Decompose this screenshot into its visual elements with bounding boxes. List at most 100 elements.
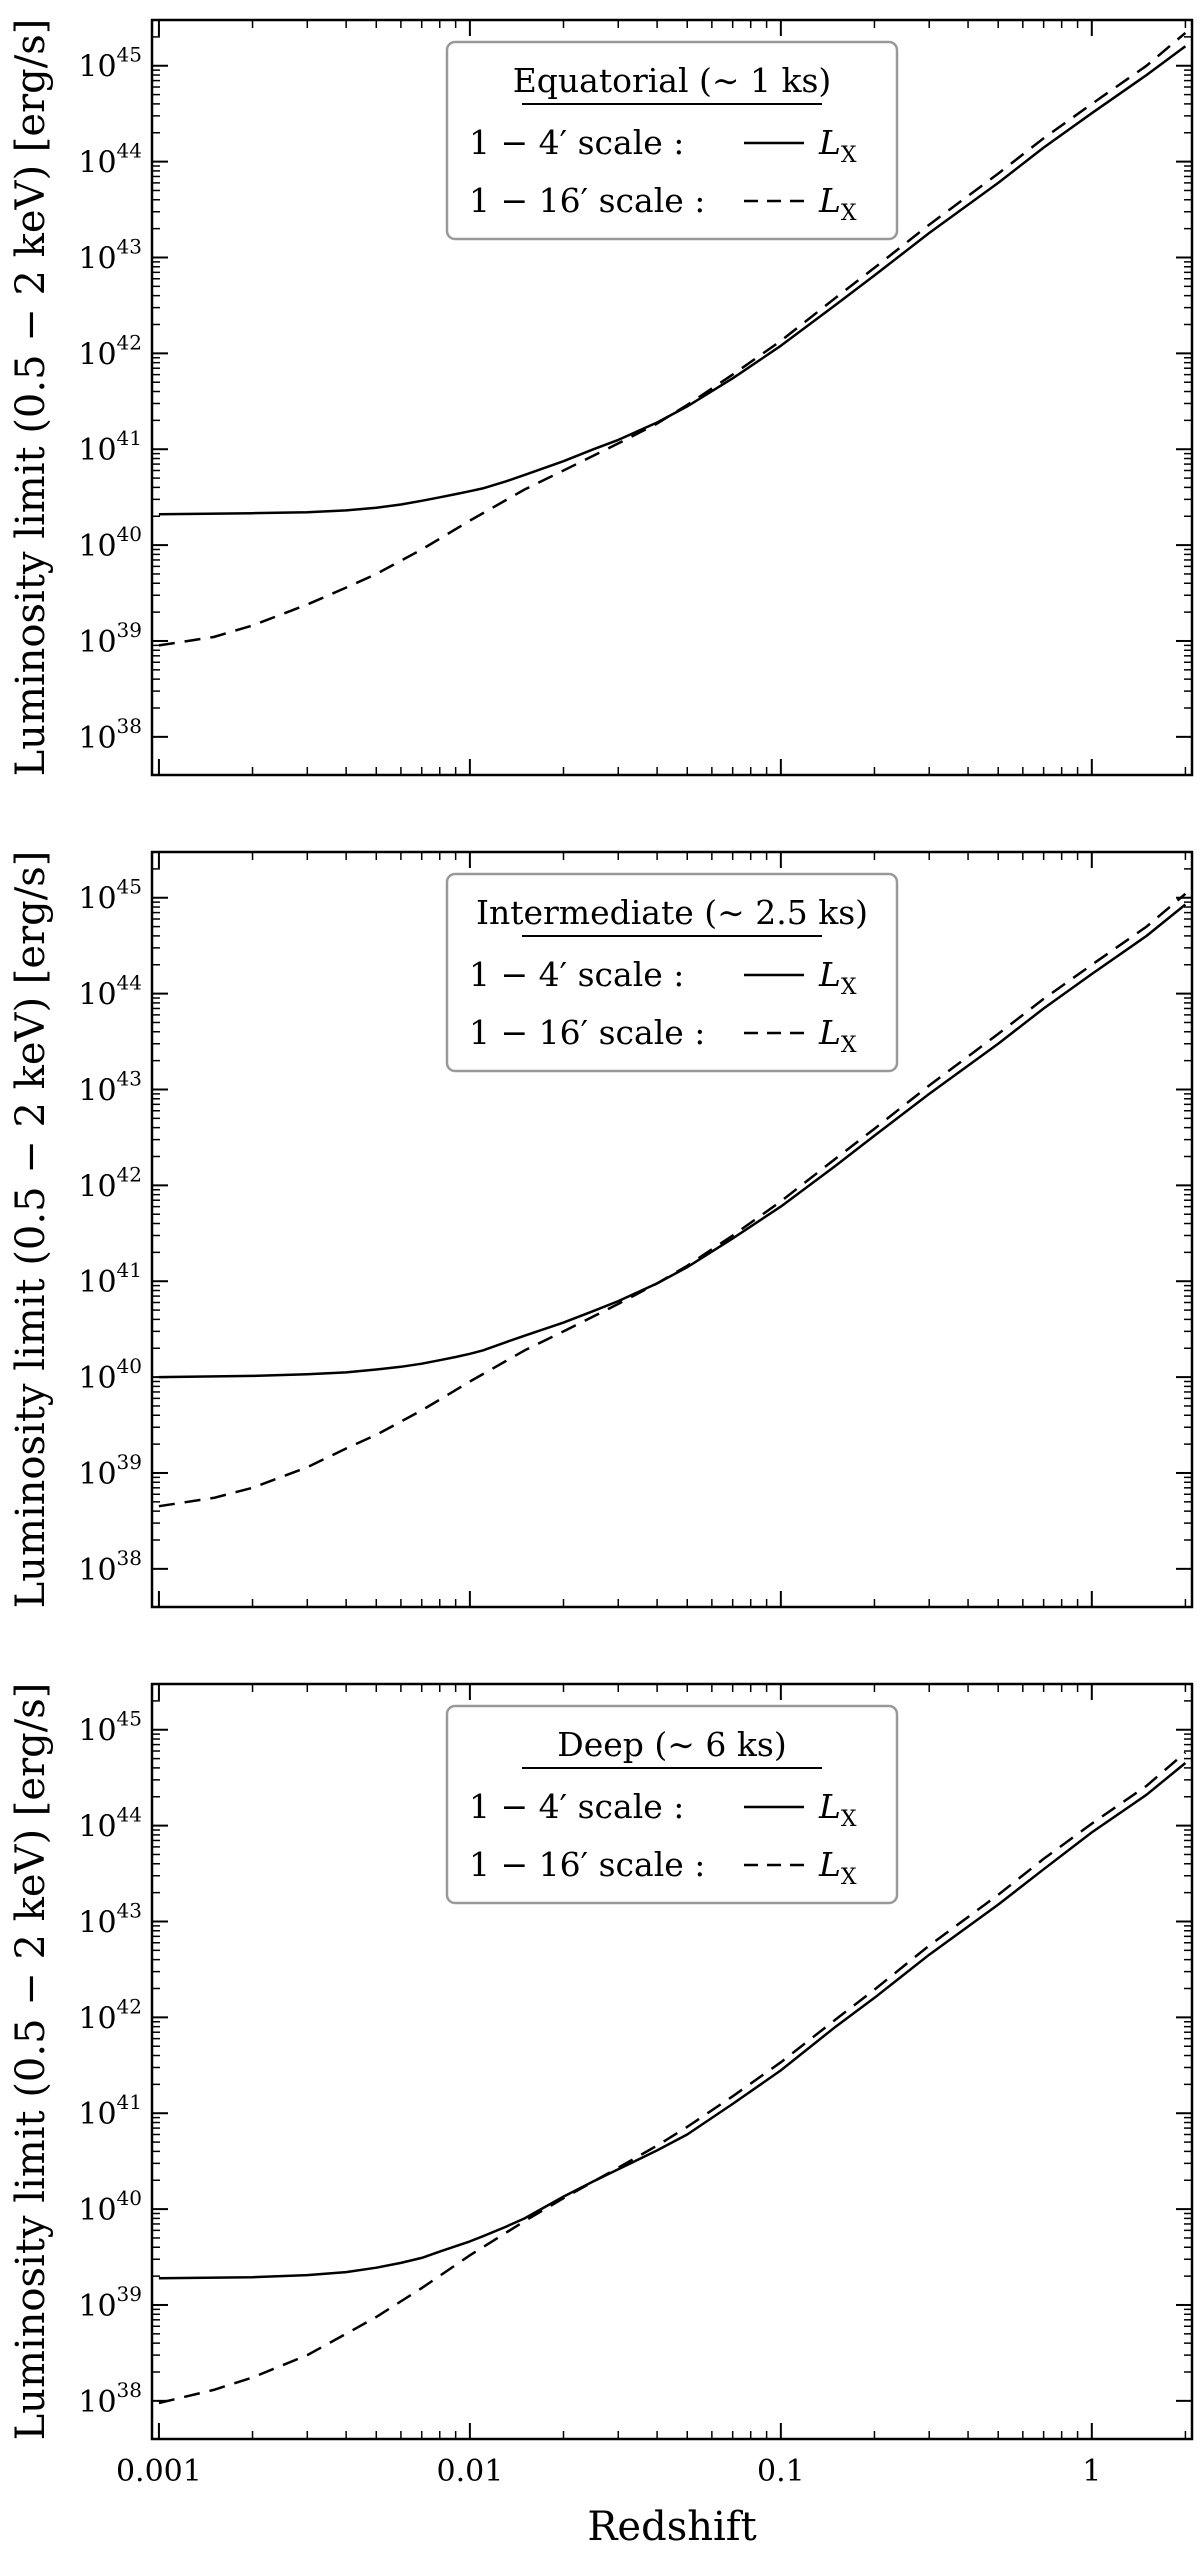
y-tick-base: 10: [78, 1457, 116, 1492]
legend-title: Equatorial (∼ 1 ks): [513, 61, 832, 100]
legend-entry-key: LX: [818, 1787, 857, 1832]
y-tick-base: 10: [78, 241, 116, 276]
plot-frame: [150, 18, 1194, 777]
y-tick-exponent: 38: [117, 2378, 142, 2402]
legend-entry-label: 1 − 16′ scale :: [469, 181, 705, 220]
y-tick-base: 10: [78, 1553, 116, 1588]
y-tick-label: 1044: [78, 139, 142, 181]
y-tick-label: 1038: [78, 714, 142, 756]
legend-key-symbol: L: [818, 1013, 841, 1052]
legend-box: [445, 40, 899, 241]
legend: Intermediate (∼ 2.5 ks)1 − 4′ scale : LX1…: [445, 872, 899, 1073]
y-tick-exponent: 42: [117, 1994, 142, 2018]
legend-key-symbol: L: [818, 123, 841, 162]
series-line-dashed: [158, 31, 1187, 647]
legend-entry-label: 1 − 4′ scale :: [469, 955, 684, 994]
y-tick-base: 10: [78, 50, 116, 85]
x-tick-label: 1: [1082, 2454, 1101, 2489]
y-tick-exponent: 39: [117, 1450, 142, 1474]
y-tick-label: 1040: [78, 1354, 142, 1396]
y-tick-label: 1043: [78, 234, 142, 276]
y-tick-exponent: 39: [117, 2282, 142, 2306]
y-tick-base: 10: [78, 2193, 116, 2228]
y-tick-label: 1041: [78, 1258, 142, 1300]
y-tick-label: 1039: [78, 2282, 142, 2324]
y-tick-base: 10: [78, 1265, 116, 1300]
y-tick-base: 10: [78, 2385, 116, 2420]
y-tick-exponent: 42: [117, 330, 142, 354]
legend-entry-key: LX: [818, 1845, 857, 1890]
y-tick-label: 1042: [78, 1994, 142, 2036]
x-tick-label: 0.01: [436, 2454, 503, 2489]
legend-key-subscript: X: [841, 975, 857, 1000]
legend-entry-label: 1 − 4′ scale :: [469, 1787, 684, 1826]
y-axis-label: Luminosity limit (0.5 − 2 keV) [erg/s]: [8, 851, 54, 1609]
y-tick-exponent: 40: [117, 522, 142, 546]
y-axis-label: Luminosity limit (0.5 − 2 keV) [erg/s]: [8, 19, 54, 777]
y-tick-base: 10: [78, 978, 116, 1013]
y-tick-base: 10: [78, 2097, 116, 2132]
y-tick-label: 1045: [78, 875, 142, 917]
y-tick-exponent: 42: [117, 1162, 142, 1186]
y-tick-base: 10: [78, 721, 116, 756]
plot-frame: [150, 1682, 1194, 2441]
y-tick-label: 1040: [78, 2186, 142, 2228]
y-tick-exponent: 43: [117, 1066, 142, 1090]
y-tick-base: 10: [78, 1169, 116, 1204]
legend-entry-key: LX: [818, 1013, 857, 1058]
y-tick-exponent: 41: [117, 2090, 142, 2114]
y-tick-base: 10: [78, 2289, 116, 2324]
x-tick-label: 0.1: [757, 2454, 805, 2489]
series-line-dashed: [158, 1751, 1187, 2405]
legend-entry-key: LX: [818, 955, 857, 1000]
y-tick-exponent: 44: [117, 139, 142, 163]
y-tick-label: 1039: [78, 618, 142, 660]
legend-key-symbol: L: [818, 955, 841, 994]
chart-panel-3: 0.001 0.01 0.1 1103810391040104110421043104…: [8, 1682, 1194, 2550]
y-tick-label: 1043: [78, 1066, 142, 1108]
y-tick-base: 10: [78, 1905, 116, 1940]
y-tick-label: 1045: [78, 43, 142, 85]
x-axis-label: Redshift: [587, 2504, 756, 2550]
legend-key-symbol: L: [818, 1845, 841, 1884]
legend-key-subscript: X: [841, 1807, 857, 1832]
plot-frame: [150, 850, 1194, 1609]
y-tick-label: 1044: [78, 1803, 142, 1845]
legend-key-subscript: X: [841, 1865, 857, 1890]
y-tick-base: 10: [78, 882, 116, 917]
series-line-solid: [158, 45, 1187, 516]
y-tick-label: 1041: [78, 2090, 142, 2132]
y-tick-label: 1038: [78, 1546, 142, 1588]
y-tick-base: 10: [78, 1361, 116, 1396]
y-tick-base: 10: [78, 1810, 116, 1845]
y-tick-base: 10: [78, 146, 116, 181]
legend-entry-label: 1 − 4′ scale :: [469, 123, 684, 162]
legend-entry-key: LX: [818, 181, 857, 226]
legend: Equatorial (∼ 1 ks) 1 − 4′ scale : LX 1 − 1…: [445, 40, 899, 241]
y-tick-exponent: 40: [117, 2186, 142, 2210]
x-tick-label: 0.001: [116, 2454, 202, 2489]
chart-panel-1: 10381039104010411042104310441045Luminosi…: [8, 18, 1194, 777]
legend-title: Intermediate (∼ 2.5 ks): [476, 893, 868, 932]
y-tick-exponent: 43: [117, 1898, 142, 1922]
y-tick-label: 1038: [78, 2378, 142, 2420]
y-tick-label: 1039: [78, 1450, 142, 1492]
y-tick-label: 1042: [78, 1162, 142, 1204]
legend-key-symbol: L: [818, 181, 841, 220]
y-tick-label: 1045: [78, 1707, 142, 1749]
y-tick-exponent: 41: [117, 426, 142, 450]
y-tick-base: 10: [78, 433, 116, 468]
y-tick-exponent: 41: [117, 1258, 142, 1282]
y-tick-label: 1042: [78, 330, 142, 372]
y-tick-exponent: 39: [117, 618, 142, 642]
y-tick-exponent: 38: [117, 1546, 142, 1570]
y-tick-exponent: 44: [117, 1803, 142, 1827]
legend-title: Deep (∼ 6 ks): [557, 1725, 786, 1764]
y-tick-label: 1040: [78, 522, 142, 564]
y-tick-label: 1041: [78, 426, 142, 468]
legend-entry-label: 1 − 16′ scale :: [469, 1845, 705, 1884]
y-tick-base: 10: [78, 1073, 116, 1108]
y-tick-base: 10: [78, 1714, 116, 1749]
y-tick-base: 10: [78, 529, 116, 564]
